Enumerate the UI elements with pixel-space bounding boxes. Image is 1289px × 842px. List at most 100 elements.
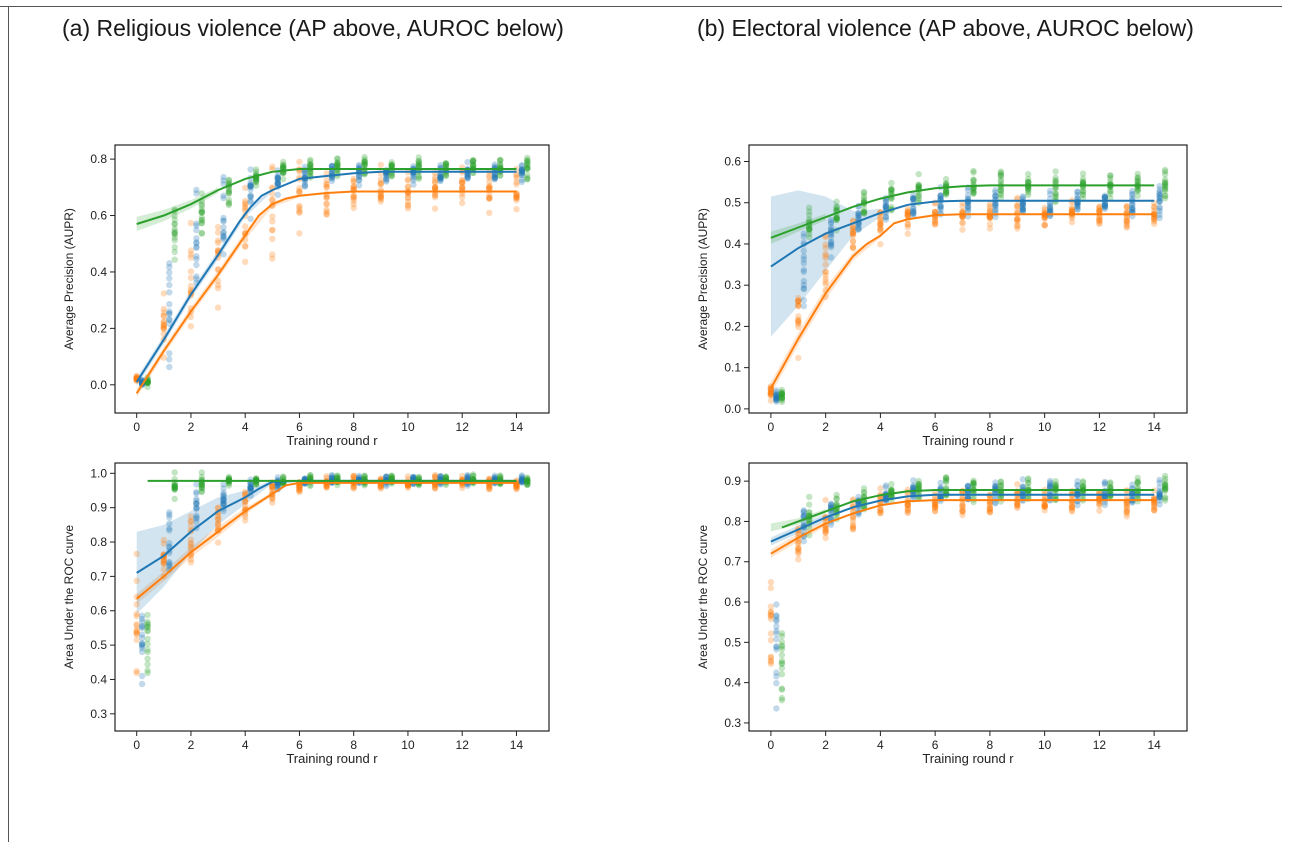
data-point [187, 282, 195, 290]
data-point [225, 199, 233, 206]
data-point [166, 301, 173, 308]
data-point [166, 514, 173, 521]
data-point [767, 615, 775, 623]
data-point [518, 169, 526, 176]
data-point [486, 486, 493, 493]
data-point [877, 241, 884, 248]
data-point [778, 651, 786, 659]
data-point [795, 320, 802, 328]
data-point [806, 227, 813, 234]
data-point [882, 202, 890, 210]
data-point [1025, 475, 1032, 482]
data-point [1096, 204, 1103, 211]
data-point [997, 172, 1005, 180]
data-point [323, 211, 330, 218]
data-point [383, 172, 390, 179]
data-point [198, 469, 205, 476]
data-point [1129, 201, 1136, 208]
data-point [220, 228, 227, 236]
data-point [415, 154, 422, 161]
data-point [138, 672, 146, 680]
data-point [388, 162, 395, 170]
data-point [187, 323, 195, 330]
data-point [328, 162, 336, 170]
data-point [361, 156, 368, 163]
x-axis-label: Training round r [286, 751, 378, 766]
data-point [242, 203, 249, 211]
data-point [350, 177, 357, 185]
data-point [133, 613, 140, 620]
data-point [524, 157, 531, 164]
data-point [800, 297, 807, 304]
data-point [193, 275, 200, 283]
data-point [377, 485, 384, 492]
data-point [252, 168, 260, 175]
data-point [888, 179, 895, 187]
data-point [252, 175, 260, 183]
data-point [144, 379, 151, 386]
data-point [214, 239, 222, 246]
data-point [198, 209, 205, 216]
y-tick-label: 0.6 [724, 595, 741, 609]
data-point [225, 177, 233, 184]
y-axis-label: Average Precision (AUPR) [696, 208, 710, 350]
data-point [1052, 178, 1059, 185]
data-point [214, 516, 222, 523]
data-point [242, 205, 249, 212]
data-point [388, 472, 395, 480]
data-point [193, 243, 200, 251]
data-point [220, 492, 227, 499]
data-point [133, 628, 140, 635]
data-point [486, 191, 493, 198]
data-point [171, 220, 178, 227]
data-point [307, 156, 314, 164]
data-point [138, 644, 146, 652]
data-point [252, 177, 260, 184]
data-point [274, 179, 281, 186]
data-point [486, 184, 493, 191]
data-point [437, 177, 444, 185]
data-point [1074, 501, 1081, 509]
data-point [247, 179, 254, 187]
data-point [1079, 170, 1087, 177]
data-point [220, 485, 227, 492]
data-point [404, 201, 412, 208]
data-point [247, 193, 254, 200]
data-point [778, 671, 786, 678]
data-point [160, 325, 167, 333]
data-point [247, 181, 254, 188]
data-point [225, 190, 233, 197]
data-point [301, 169, 309, 176]
data-point [1074, 206, 1081, 213]
data-point [187, 274, 195, 282]
data-point [513, 181, 520, 188]
data-point [296, 484, 303, 491]
data-point [431, 205, 439, 212]
data-point [247, 192, 254, 199]
data-point [166, 511, 173, 518]
data-point [193, 255, 200, 263]
y-tick-label: 0.5 [90, 638, 107, 652]
data-point [220, 173, 227, 181]
data-point [822, 261, 829, 268]
data-point [296, 484, 303, 491]
data-point [1107, 172, 1114, 179]
x-tick-label: 2 [822, 738, 829, 752]
data-point [431, 484, 439, 491]
x-tick-label: 8 [350, 420, 357, 434]
data-point [307, 158, 314, 165]
data-point [269, 190, 276, 198]
data-point [160, 556, 167, 564]
data-point [225, 200, 233, 207]
data-point [133, 626, 140, 633]
data-point [323, 210, 330, 218]
data-point [513, 194, 520, 202]
data-point [778, 391, 786, 399]
data-point [220, 218, 227, 225]
data-point [198, 214, 205, 221]
x-tick-label: 10 [1038, 738, 1052, 752]
data-point [800, 285, 807, 293]
data-point [459, 179, 466, 186]
data-point [160, 318, 167, 325]
data-point [513, 206, 520, 213]
